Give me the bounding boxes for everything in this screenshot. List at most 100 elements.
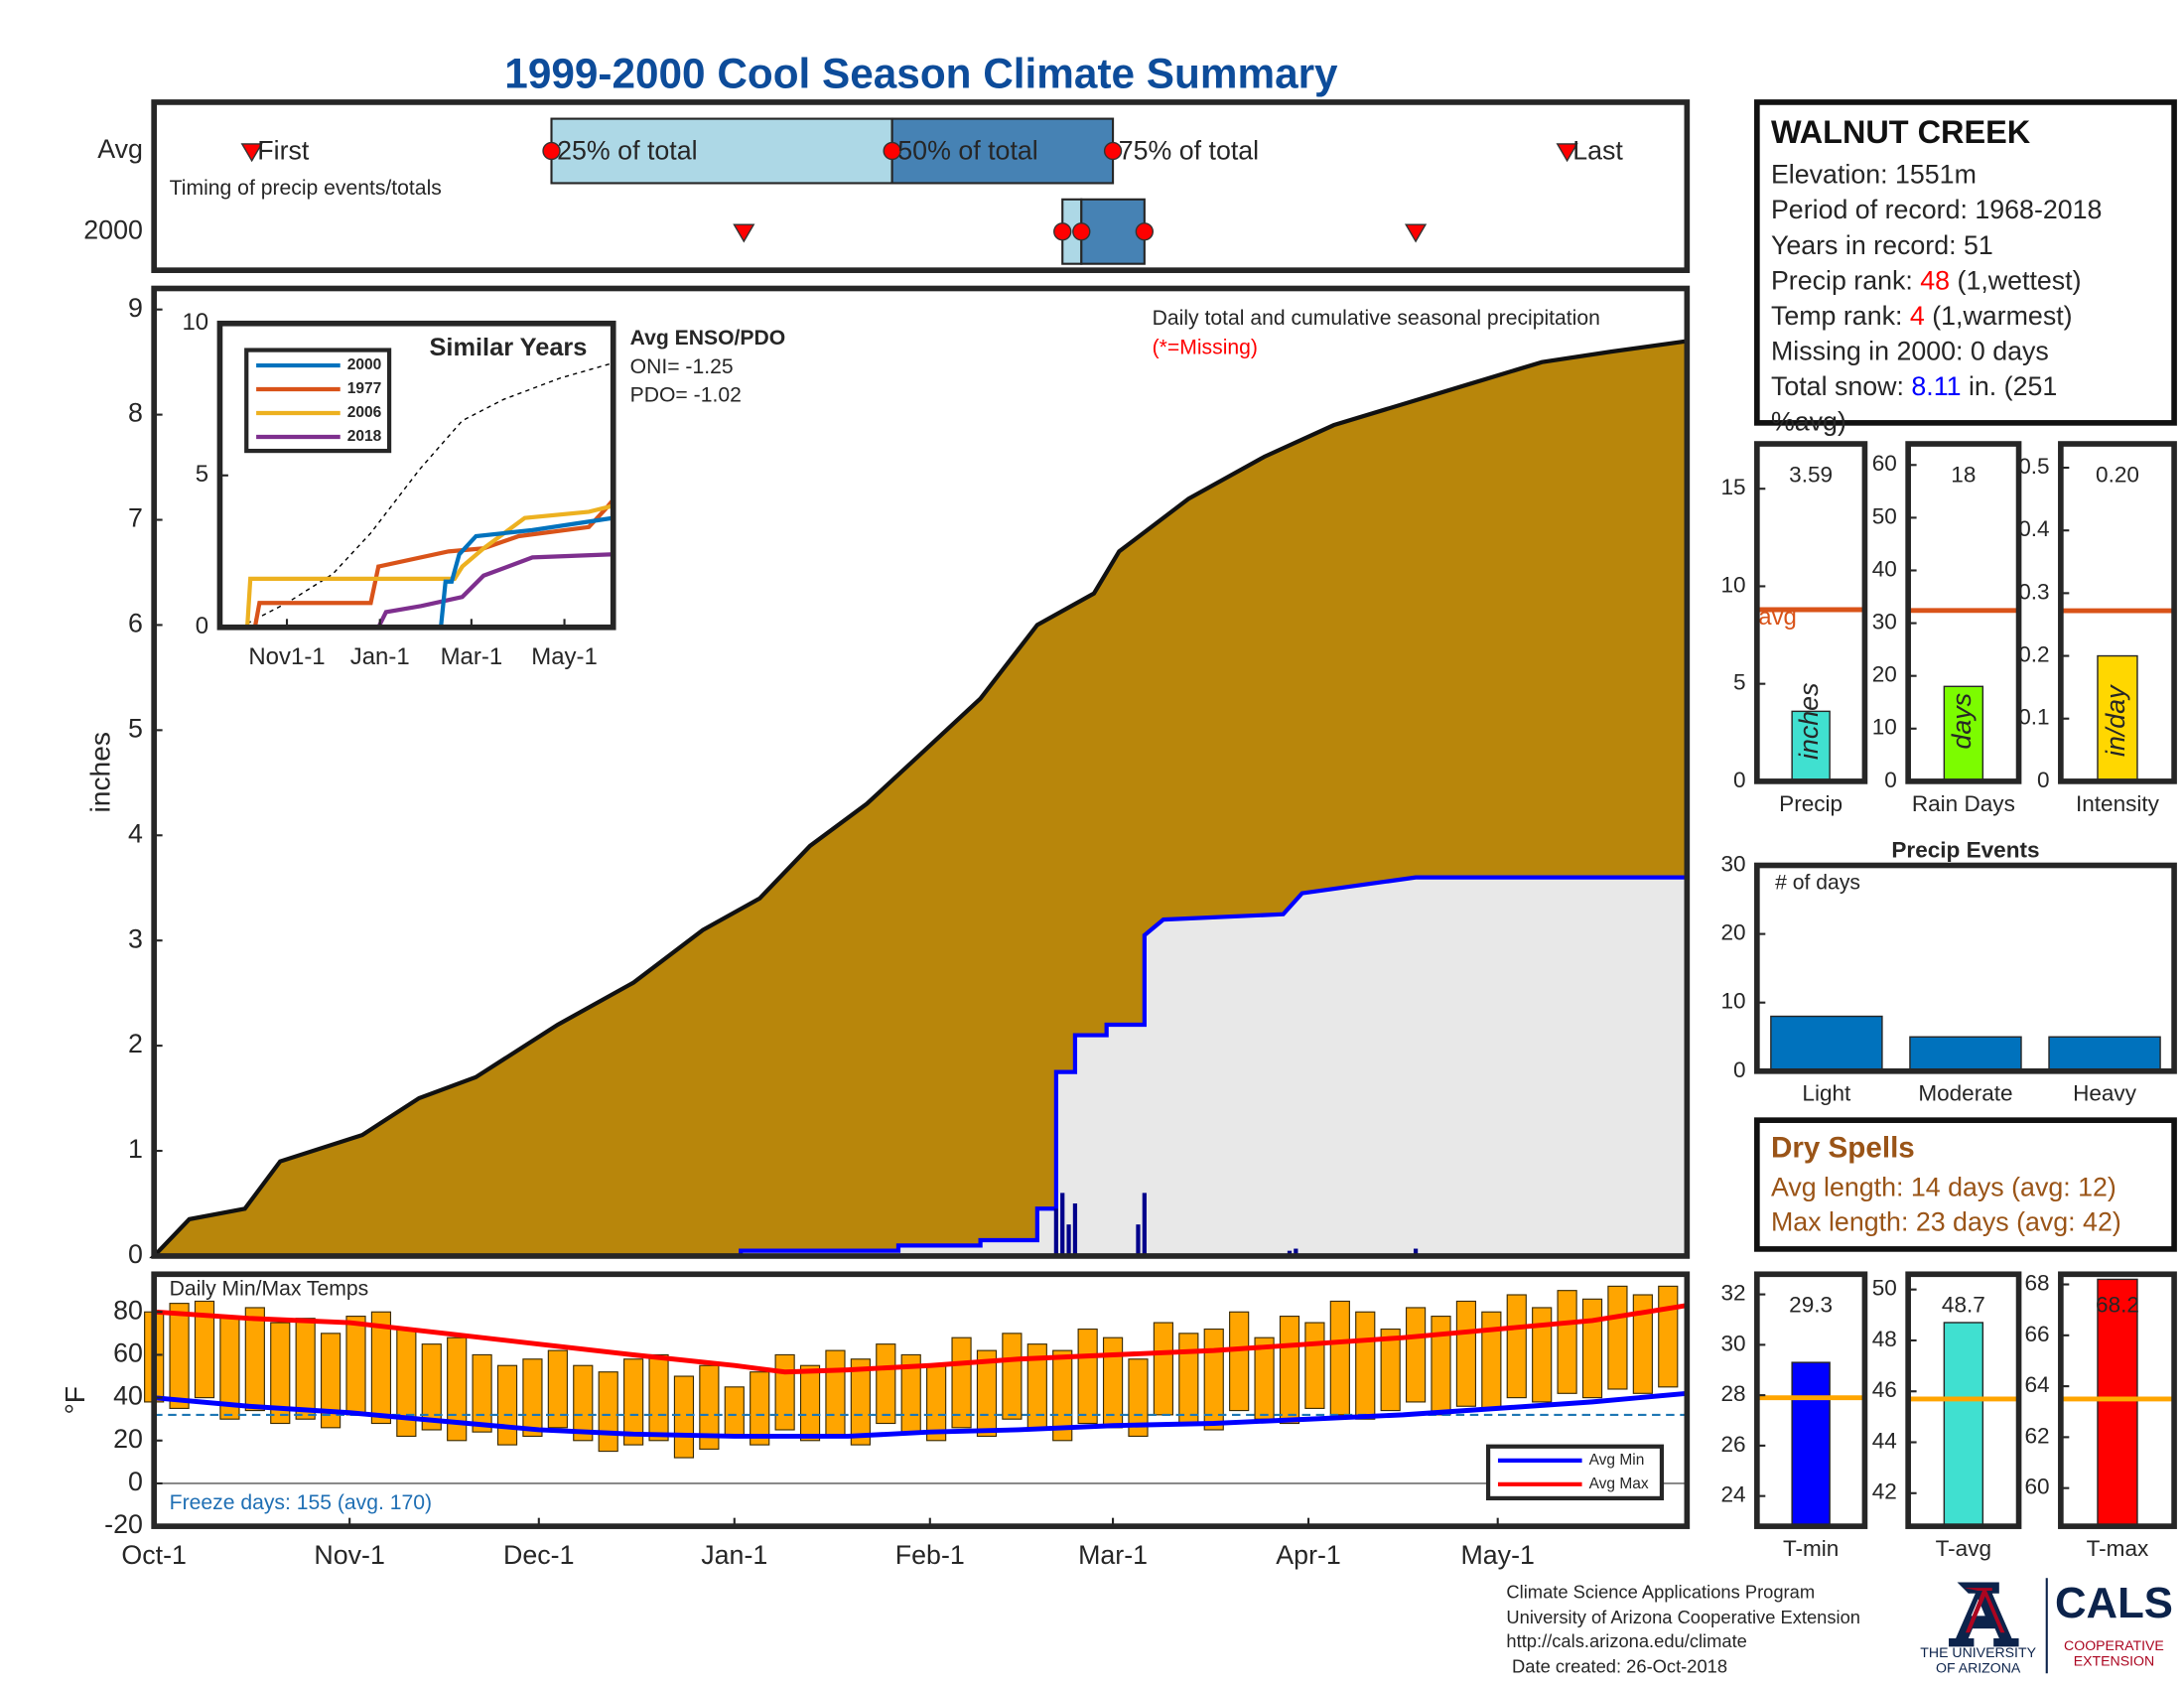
quartile-marker (1103, 141, 1123, 161)
y-tick-label: 0.2 (2018, 642, 2049, 667)
chart-title: Precip Events (1891, 837, 2039, 862)
station-name: WALNUT CREEK (1771, 114, 2031, 150)
chart-subtitle: (*=Missing) (1153, 337, 1258, 359)
category-label: Heavy (2073, 1081, 2137, 1106)
value-label: 48.7 (1942, 1293, 1985, 1318)
station-line: Total snow: 8.11 in. (251 (1771, 371, 2057, 401)
x-tick-label: Jan-1 (701, 1540, 767, 1570)
quartile-marker (1135, 222, 1155, 241)
legend-label: 2006 (347, 404, 382, 421)
text-segment: Elevation: 1551m (1771, 160, 1977, 190)
x-tick-label: Apr-1 (1276, 1540, 1341, 1570)
chart-title: Daily total and cumulative seasonal prec… (1153, 307, 1600, 330)
station-line: Temp rank: 4 (1,warmest) (1771, 301, 2073, 331)
temp-range-bar (598, 1371, 618, 1453)
text-segment: %avg) (1771, 407, 1846, 437)
annotation: Avg ENSO/PDO (630, 327, 786, 350)
daily-bar (1294, 1248, 1298, 1256)
category-label: Intensity (2076, 791, 2160, 816)
y-tick-label: 50 (1872, 1276, 1897, 1301)
y-tick-label: 10 (182, 309, 208, 336)
footer: Climate Science Applications Program Uni… (1506, 1582, 1860, 1677)
temp-range-bar (699, 1364, 720, 1450)
y-tick-label: 1 (128, 1134, 143, 1164)
dry-spells-title: Dry Spells (1771, 1132, 1915, 1165)
temp-range-bar (1506, 1294, 1527, 1399)
average-line (239, 361, 614, 629)
frame (2058, 441, 2177, 784)
bar (2048, 1036, 2161, 1072)
text-segment: Missing in 2000: 0 days (1771, 336, 2049, 365)
unit-label: in/day (2101, 684, 2130, 757)
logo-text: OF ARIZONA (1936, 1660, 2021, 1676)
legend-label: 2018 (347, 428, 382, 445)
temp-range-bar (1380, 1328, 1401, 1412)
inset-title: Similar Years (429, 334, 587, 361)
category-label: T-avg (1936, 1536, 1991, 1561)
temp-range-bar (522, 1358, 543, 1438)
legend-label: 2000 (347, 356, 381, 373)
y-tick-label: 20 (1720, 920, 1745, 945)
y-tick-label: 40 (113, 1381, 143, 1411)
y-tick-label: 48 (1872, 1327, 1897, 1351)
y-tick-label: 50 (1872, 503, 1897, 528)
event-label: First (257, 136, 310, 166)
y-axis-label: °F (59, 1386, 90, 1415)
highlight: 8.11 (1911, 371, 1961, 401)
temp-range-bar (1532, 1307, 1553, 1403)
y-tick-label: 7 (128, 503, 143, 533)
frame (151, 1271, 1691, 1529)
y-tick-label: 60 (2024, 1475, 2049, 1499)
bar (1943, 685, 1984, 782)
event-marker (733, 223, 755, 243)
quartile-marker (883, 141, 901, 161)
temp-range-bar (573, 1364, 594, 1442)
legend-label: Avg Max (1589, 1476, 1649, 1492)
y-tick-label: 20 (113, 1424, 143, 1454)
daily-bar (1142, 1193, 1147, 1256)
footer-line: Climate Science Applications Program (1506, 1582, 1815, 1603)
bar (1943, 1322, 1984, 1527)
temp-range-bar (1178, 1333, 1199, 1425)
y-tick-label: 0 (1733, 768, 1746, 792)
average-temp-line (153, 1390, 1688, 1439)
annotation: PDO= -1.02 (630, 384, 742, 407)
y-tick-label: 20 (1872, 662, 1897, 687)
y-tick-label: 0 (196, 613, 208, 639)
y-tick-label: 4 (128, 818, 143, 848)
y-tick-label: 0 (1884, 768, 1897, 792)
event-marker (1556, 143, 1578, 163)
value-label: 29.3 (1789, 1293, 1833, 1318)
series-line (239, 515, 614, 630)
legend-box (1485, 1444, 1665, 1501)
temp-range-bar (1052, 1349, 1073, 1442)
y-tick-label: 0.4 (2018, 516, 2049, 541)
y-tick-label: 0.3 (2018, 579, 2049, 604)
temp-range-bar (1077, 1328, 1098, 1425)
unit-label: days (1947, 693, 1977, 750)
temp-range-bar (1632, 1294, 1653, 1394)
temp-range-bar (1658, 1285, 1679, 1388)
frame (216, 320, 616, 631)
temp-range-bar (1203, 1328, 1224, 1431)
logo-text: EXTENSION (2074, 1653, 2154, 1669)
y-tick-label: 66 (2024, 1322, 2049, 1346)
frame (151, 99, 1691, 273)
frame (1754, 862, 2177, 1074)
daily-bar (1072, 1202, 1078, 1256)
y-tick-label: 5 (128, 713, 143, 743)
y-tick-label: 60 (113, 1338, 143, 1368)
x-tick-label: Mar-1 (441, 643, 503, 670)
footer-line: Date created: 26-Oct-2018 (1512, 1655, 1727, 1676)
dry-spells-line: Max length: 23 days (avg: 42) (1771, 1207, 2121, 1237)
temp-range-bar (270, 1322, 291, 1425)
average-temp-line (153, 1303, 1688, 1375)
temp-range-bar (1355, 1311, 1376, 1420)
station-line: Years in record: 51 (1771, 230, 1993, 260)
category-label: Rain Days (1912, 791, 2015, 816)
y-tick-label: 30 (1720, 851, 1745, 876)
temp-range-bar (345, 1316, 366, 1416)
y-tick-label: 46 (1872, 1377, 1897, 1402)
y-tick-label: -20 (104, 1509, 143, 1539)
